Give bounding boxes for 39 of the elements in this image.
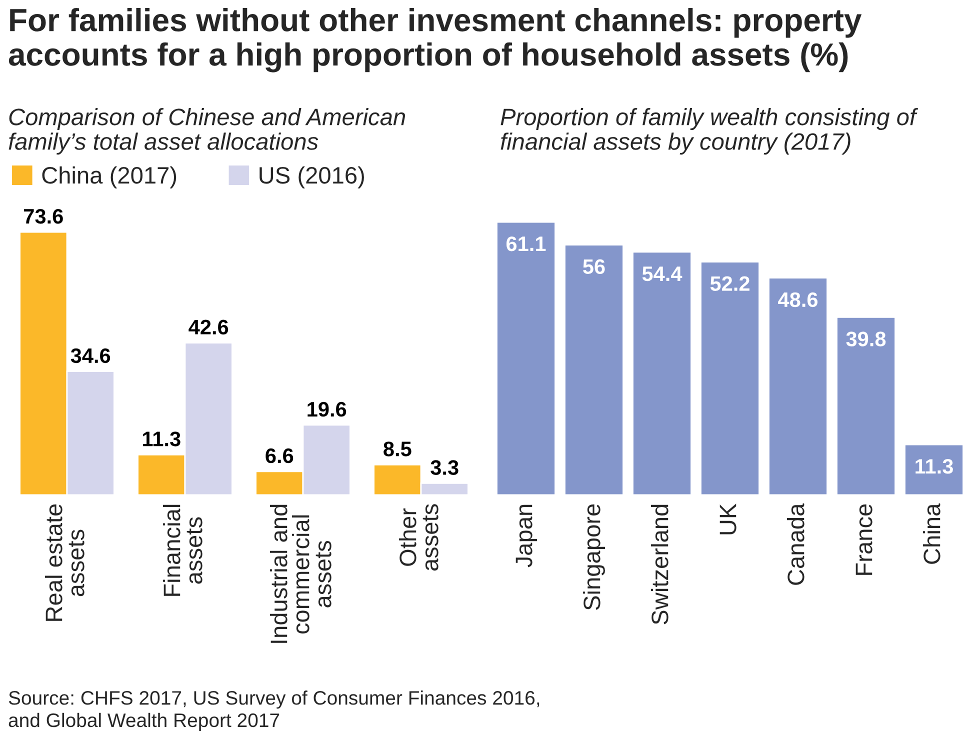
bar bbox=[836, 316, 896, 495]
x-tick-label: UK bbox=[720, 504, 736, 534]
legend-label: US (2016) bbox=[260, 166, 364, 188]
data-label: 39.8 bbox=[846, 332, 886, 346]
data-label: 11.3 bbox=[916, 458, 953, 474]
data-label: 52.2 bbox=[710, 276, 750, 291]
data-label: 56 bbox=[583, 259, 605, 274]
bar bbox=[700, 261, 760, 495]
source-note: Source: CHFS 2017, US Survey of Consumer Finances 2016, and Global Wealth Report 2017 bbox=[8, 690, 540, 731]
chart-title: For families without other invesment channels: property accounts for a high proportion of household assets (%) bbox=[8, 8, 862, 72]
chart-subtitle: Comparison of Chinese and American family’s total asset allocations bbox=[8, 108, 406, 155]
bar bbox=[632, 251, 692, 495]
data-label: 48.6 bbox=[778, 292, 818, 308]
data-label: 73.6 bbox=[24, 208, 63, 224]
data-label: 8.5 bbox=[384, 442, 412, 456]
x-tick-label: Switzerland bbox=[650, 504, 668, 624]
x-tick-label: Singapore bbox=[582, 504, 606, 610]
x-tick-label: Financial assets bbox=[162, 504, 202, 596]
bar bbox=[564, 244, 624, 495]
x-tick-label: France bbox=[856, 504, 872, 575]
data-label: 34.6 bbox=[70, 348, 110, 364]
data-label: 6.6 bbox=[266, 448, 294, 464]
data-label: 61.1 bbox=[506, 236, 546, 252]
data-label: 54.4 bbox=[642, 266, 682, 282]
legend-label: China (2017) bbox=[42, 166, 176, 188]
x-tick-label: Japan bbox=[516, 504, 538, 568]
chart-subtitle: Proportion of family wealth consisting of financial assets by country (2017) bbox=[500, 108, 918, 155]
data-label: 19.6 bbox=[308, 402, 346, 417]
bar bbox=[496, 222, 556, 495]
x-tick-label: Industrial and commercial assets bbox=[270, 504, 332, 643]
x-tick-label: Canada bbox=[786, 503, 804, 585]
x-tick-label: Other assets bbox=[398, 504, 438, 571]
data-label: 3.3 bbox=[430, 460, 458, 475]
data-label: 42.6 bbox=[188, 320, 228, 334]
bar bbox=[904, 444, 964, 495]
x-tick-label: China bbox=[922, 503, 940, 564]
data-label: 11.3 bbox=[143, 432, 180, 446]
x-tick-label: Real estate assets bbox=[44, 504, 84, 621]
bar bbox=[768, 277, 828, 495]
